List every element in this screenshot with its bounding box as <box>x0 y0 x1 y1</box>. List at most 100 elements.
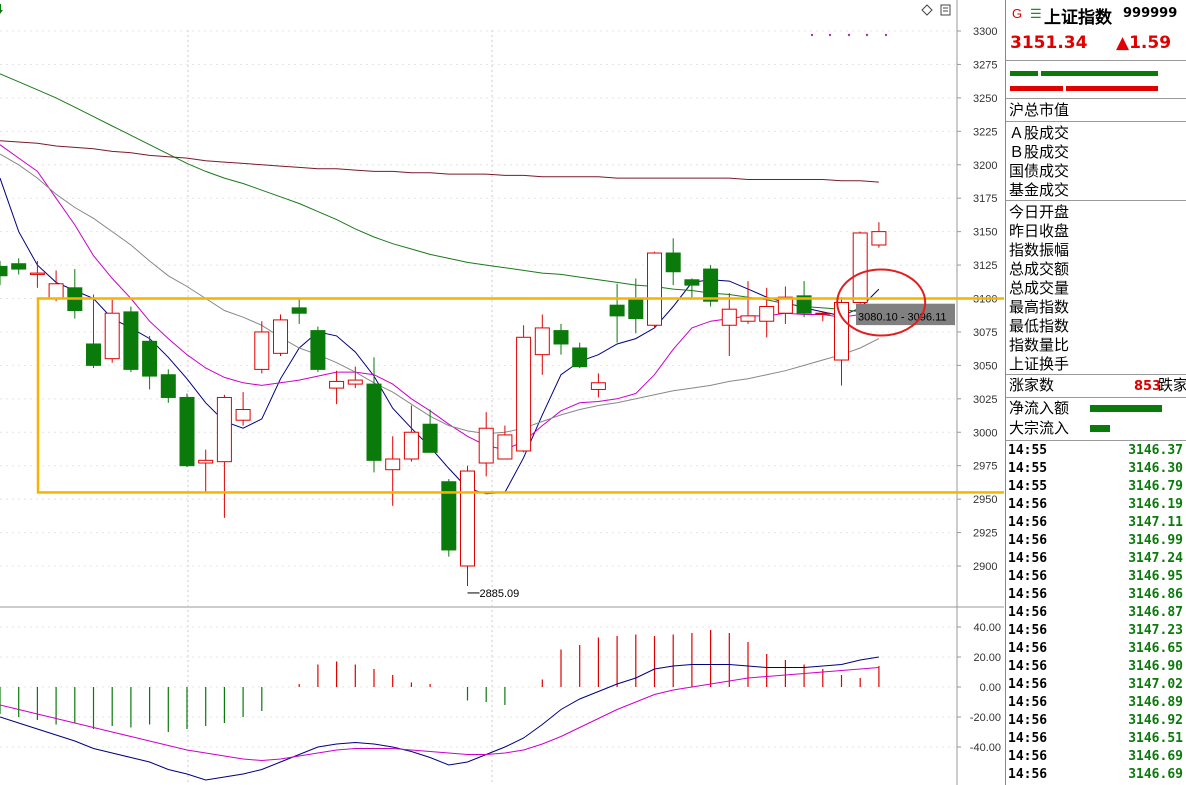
down-arrow-icon <box>0 10 3 14</box>
low-price-label: 2885.09 <box>480 588 520 600</box>
tick-time: 14:56 <box>1008 731 1048 746</box>
tick-price: 3146.86 <box>1128 587 1183 602</box>
index-stat-label: 总成交量 <box>1009 279 1070 297</box>
candle-body <box>534 327 550 356</box>
divider <box>1006 374 1186 375</box>
range-band-label: 3080.10 - 3096.11 <box>858 312 946 324</box>
y-tick-label: 2950 <box>973 494 997 506</box>
range-band <box>856 303 955 326</box>
tick-time: 14:56 <box>1008 515 1048 530</box>
tick-row: 14:55 3146.79 <box>1006 478 1186 496</box>
candle-body <box>216 396 232 463</box>
tick-time: 14:56 <box>1008 767 1048 782</box>
candle-body <box>11 263 27 270</box>
menu-icon[interactable]: ☰ <box>1030 6 1042 21</box>
y-tick-label: 3125 <box>973 260 997 272</box>
turnover-label: Ｂ股成交 <box>1009 143 1070 161</box>
tick-time: 14:56 <box>1008 749 1048 764</box>
kline-chart-area[interactable]: 3300 3275 3250 3225 3200 3175 3150 3125 3100 3075… <box>0 0 1004 785</box>
candle-body <box>441 481 457 551</box>
index-stat-label: 总成交额 <box>1009 260 1070 278</box>
price-change: ▲1.59 <box>1116 33 1172 53</box>
y-tick-label: 3175 <box>973 193 997 205</box>
market-value-label: 沪总市值 <box>1009 101 1070 119</box>
tick-time: 14:56 <box>1008 641 1048 656</box>
moving-average-line <box>0 177 880 495</box>
y-tick-label: 3300 <box>973 26 997 38</box>
candle-body <box>590 382 606 390</box>
tick-price: 3146.95 <box>1128 569 1183 584</box>
macd-line <box>0 667 879 762</box>
index-name: 上证指数 <box>1044 8 1112 28</box>
candle-body <box>609 304 625 317</box>
y-tick-label: 2900 <box>973 561 997 573</box>
macd-tick-label: -40.00 <box>970 742 1001 754</box>
tick-row: 14:56 3147.11 <box>1006 514 1186 532</box>
up-count-label: 涨家数 <box>1009 376 1055 394</box>
quote-panel: G ☰ 上证指数 999999 3151.34 ▲1.59 沪总市值 Ａ股成交 Ｂ… <box>1005 0 1186 785</box>
index-stat-label: 今日开盘 <box>1009 203 1070 221</box>
y-tick-label: 3075 <box>973 327 997 339</box>
tick-row: 14:56 3146.19 <box>1006 496 1186 514</box>
y-tick-label: 3250 <box>973 93 997 105</box>
tick-time: 14:56 <box>1008 533 1048 548</box>
candle-body <box>478 427 494 464</box>
tick-price: 3146.65 <box>1128 641 1183 656</box>
candle-body <box>0 265 8 277</box>
macd-tick-label: 0.00 <box>980 682 1001 694</box>
highlight-circle <box>836 268 927 337</box>
moving-average-line <box>0 73 879 315</box>
macd-line <box>0 656 879 781</box>
tick-row: 14:56 3147.23 <box>1006 622 1186 640</box>
tick-time: 14:56 <box>1008 551 1048 566</box>
tick-time: 14:56 <box>1008 713 1048 728</box>
candle-body <box>796 295 812 314</box>
index-stat-label: 指数量比 <box>1009 336 1070 354</box>
tick-row: 14:56 3146.99 <box>1006 532 1186 550</box>
candle-body <box>516 336 532 452</box>
tick-row: 14:56 3146.51 <box>1006 730 1186 748</box>
candle-body <box>647 252 662 326</box>
index-stat-label: 上证换手 <box>1009 355 1070 373</box>
candle-body <box>310 330 326 370</box>
tick-price: 3146.19 <box>1128 497 1183 512</box>
y-tick-label: 3000 <box>973 427 997 439</box>
up-count-value: 853 <box>1134 379 1162 394</box>
macd-tick-label: 20.00 <box>973 652 1001 664</box>
candle-body <box>553 330 569 345</box>
down-count-label: 跌家 <box>1158 376 1186 394</box>
g-flag-icon[interactable]: G <box>1012 6 1023 21</box>
candle-body <box>29 272 45 275</box>
diamond-icon <box>921 4 933 16</box>
tick-time: 14:56 <box>1008 677 1048 692</box>
y-tick-label: 3150 <box>973 227 997 239</box>
index-stat-label: 指数振幅 <box>1009 241 1070 259</box>
y-tick-label: 3050 <box>973 360 997 372</box>
tick-price: 3146.79 <box>1128 479 1183 494</box>
last-price: 3151.34 <box>1010 33 1088 53</box>
buy-sell-bar <box>1010 86 1063 91</box>
candle-body <box>460 470 475 567</box>
candle-body <box>104 312 120 360</box>
macd-tick-label: -20.00 <box>970 712 1001 724</box>
candle-body <box>684 279 700 286</box>
tick-row: 14:55 3146.37 <box>1006 442 1186 460</box>
turnover-label: Ａ股成交 <box>1009 124 1070 142</box>
tick-price: 3146.92 <box>1128 713 1183 728</box>
divider <box>1006 98 1186 99</box>
quote-header: G ☰ 上证指数 999999 <box>1006 0 1186 30</box>
candle-body <box>497 434 513 460</box>
candle-body <box>198 459 214 464</box>
candle-body <box>329 380 345 389</box>
kline-chart[interactable]: 3300327532503225320031753150312531003075… <box>0 0 1004 785</box>
menu-icon <box>940 4 951 16</box>
candle-body <box>740 315 756 322</box>
tick-row: 14:56 3146.65 <box>1006 640 1186 658</box>
candle-body <box>86 343 101 366</box>
candle-body <box>665 252 681 273</box>
index-code: 999999 <box>1123 6 1178 21</box>
tick-price: 3146.89 <box>1128 695 1183 710</box>
tick-price: 3147.23 <box>1128 623 1183 638</box>
divider <box>1006 440 1186 441</box>
turnover-label: 基金成交 <box>1009 181 1070 199</box>
